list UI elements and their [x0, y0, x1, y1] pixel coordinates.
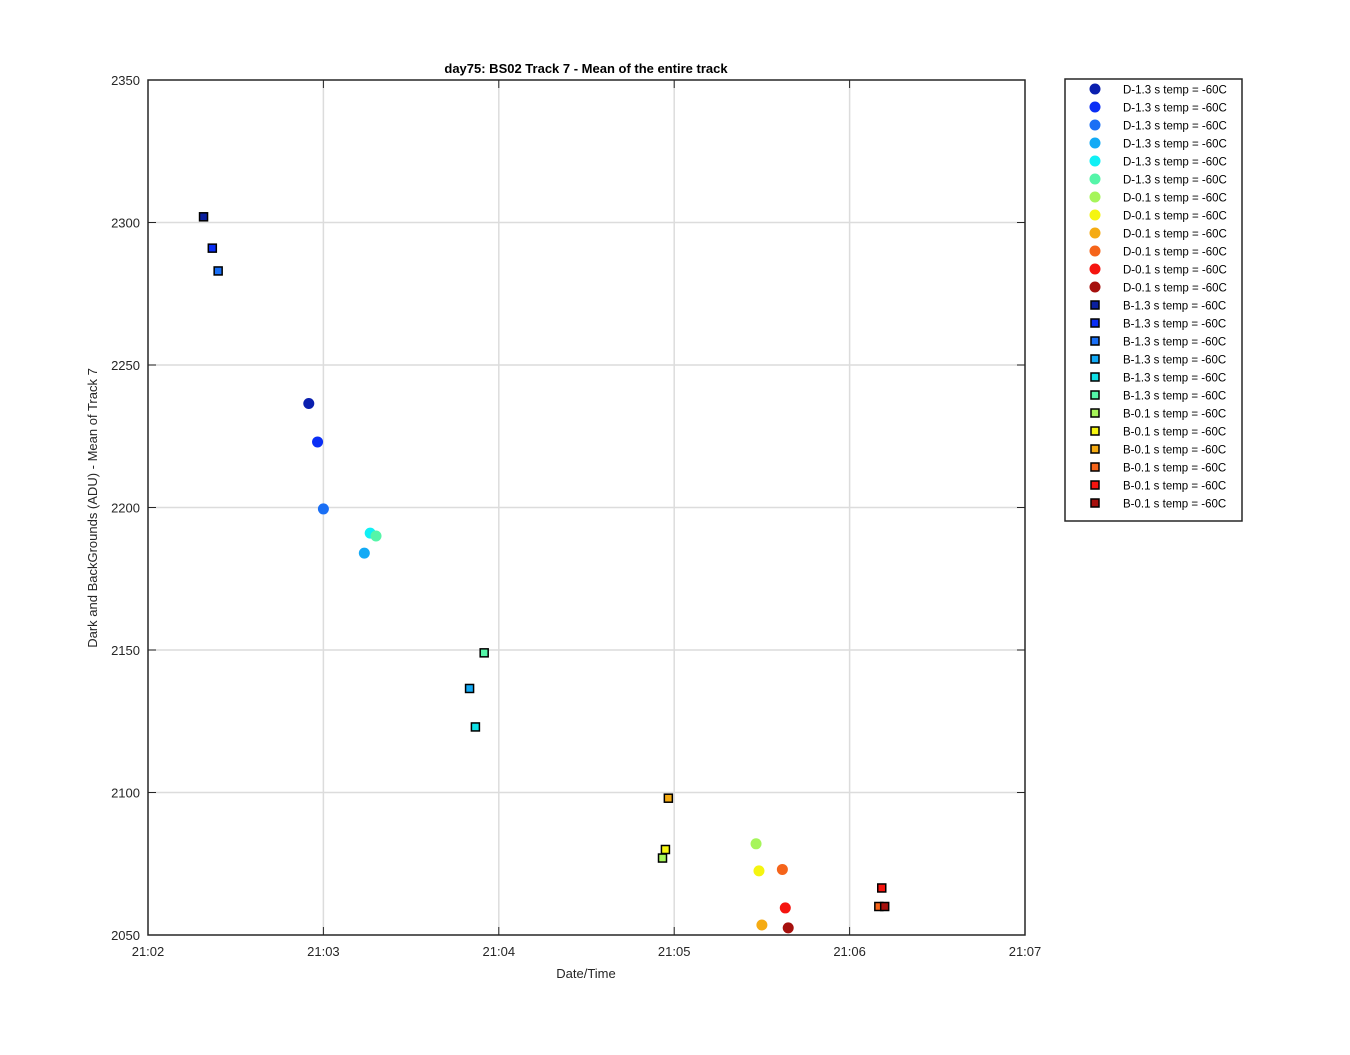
- x-axis-label: Date/Time: [556, 966, 615, 981]
- legend-marker-circle: [1089, 209, 1101, 221]
- legend-marker-square: [1090, 372, 1100, 382]
- data-point-circle: [753, 865, 765, 877]
- y-tick-label: 2350: [111, 73, 140, 88]
- y-tick-label: 2250: [111, 358, 140, 373]
- legend-marker-circle: [1089, 191, 1101, 203]
- data-point-square: [663, 793, 674, 803]
- data-point-square: [877, 883, 887, 893]
- x-tick-label: 21:02: [132, 944, 165, 959]
- legend-marker-circle: [1089, 173, 1101, 185]
- legend-label: D-1.3 s temp = -60C: [1123, 121, 1227, 133]
- legend-marker-square: [1090, 408, 1100, 418]
- legend-label: D-0.1 s temp = -60C: [1123, 265, 1227, 277]
- legend-marker-circle: [1089, 155, 1101, 167]
- legend-label: D-0.1 s temp = -60C: [1123, 211, 1227, 223]
- data-point-square: [879, 901, 890, 912]
- legend-label: D-1.3 s temp = -60C: [1123, 157, 1227, 169]
- legend-label: D-1.3 s temp = -60C: [1123, 103, 1227, 115]
- legend-label: B-1.3 s temp = -60C: [1123, 337, 1226, 349]
- legend-marker-square: [1090, 336, 1100, 346]
- data-point-circle: [312, 436, 324, 448]
- legend-label: B-0.1 s temp = -60C: [1123, 409, 1226, 421]
- y-tick-label: 2100: [111, 786, 140, 801]
- legend-marker-square: [1090, 300, 1100, 310]
- legend-label: B-0.1 s temp = -60C: [1123, 463, 1226, 475]
- data-point-circle: [779, 902, 791, 914]
- y-tick-label: 2300: [111, 216, 140, 231]
- legend: D-1.3 s temp = -60C D-1.3 s temp = -60C D-…: [1064, 78, 1243, 522]
- data-point-square: [198, 212, 209, 222]
- x-tick-label: 21:04: [483, 944, 516, 959]
- data-point-circle: [782, 922, 794, 934]
- data-point-circle: [750, 838, 762, 850]
- legend-label: B-1.3 s temp = -60C: [1123, 301, 1226, 313]
- legend-label: B-1.3 s temp = -60C: [1123, 355, 1226, 367]
- legend-marker-square: [1090, 444, 1100, 454]
- chart-title: day75: BS02 Track 7 - Mean of the entire…: [444, 61, 728, 76]
- legend-label: B-1.3 s temp = -60C: [1123, 319, 1226, 331]
- legend-label: B-0.1 s temp = -60C: [1123, 427, 1226, 439]
- legend-marker-circle: [1089, 119, 1101, 131]
- data-point-square: [479, 648, 489, 658]
- data-point-square: [207, 243, 218, 253]
- legend-marker-square: [1090, 390, 1100, 400]
- legend-marker-circle: [1089, 101, 1101, 113]
- legend-marker-square: [1090, 480, 1100, 490]
- legend-label: B-1.3 s temp = -60C: [1123, 373, 1226, 385]
- legend-label: D-0.1 s temp = -60C: [1123, 193, 1227, 205]
- legend-marker-circle: [1089, 263, 1101, 275]
- legend-marker-circle: [1089, 227, 1101, 239]
- legend-marker-circle: [1089, 281, 1101, 293]
- legend-marker-circle: [1089, 137, 1101, 149]
- legend-marker-square: [1090, 426, 1100, 436]
- x-tick-label: 21:03: [307, 944, 340, 959]
- legend-label: D-0.1 s temp = -60C: [1123, 247, 1227, 259]
- legend-label: B-0.1 s temp = -60C: [1123, 499, 1226, 511]
- data-point-square: [470, 722, 481, 732]
- data-point-square: [657, 853, 668, 863]
- y-axis-label: Dark and BackGrounds (ADU) - Mean of Tra…: [85, 368, 100, 648]
- legend-marker-square: [1090, 318, 1100, 328]
- data-point-square: [213, 266, 223, 276]
- data-point-circle: [776, 863, 788, 875]
- legend-label: D-1.3 s temp = -60C: [1123, 85, 1227, 97]
- legend-label: B-1.3 s temp = -60C: [1123, 391, 1226, 403]
- data-point-circle: [303, 397, 315, 409]
- x-tick-label: 21:05: [658, 944, 691, 959]
- y-tick-label: 2150: [111, 643, 140, 658]
- legend-marker-square: [1090, 354, 1100, 364]
- legend-label: D-1.3 s temp = -60C: [1123, 175, 1227, 187]
- legend-label: B-0.1 s temp = -60C: [1123, 481, 1226, 493]
- y-tick-label: 2050: [111, 928, 140, 943]
- y-tick-label: 2200: [111, 501, 140, 516]
- x-tick-label: 21:06: [833, 944, 866, 959]
- data-point-circle: [756, 919, 768, 931]
- legend-marker-circle: [1089, 245, 1101, 257]
- legend-label: D-0.1 s temp = -60C: [1123, 283, 1227, 295]
- legend-marker-square: [1090, 498, 1100, 508]
- legend-label: D-0.1 s temp = -60C: [1123, 229, 1227, 241]
- legend-marker-circle: [1089, 83, 1101, 95]
- x-tick-label: 21:07: [1009, 944, 1042, 959]
- data-point-circle: [317, 503, 329, 515]
- legend-marker-square: [1090, 462, 1100, 472]
- legend-label: D-1.3 s temp = -60C: [1123, 139, 1227, 151]
- data-point-circle: [358, 547, 370, 559]
- legend-label: B-0.1 s temp = -60C: [1123, 445, 1226, 457]
- data-point-square: [660, 844, 671, 855]
- data-point-square: [464, 683, 475, 694]
- data-point-circle: [370, 530, 382, 542]
